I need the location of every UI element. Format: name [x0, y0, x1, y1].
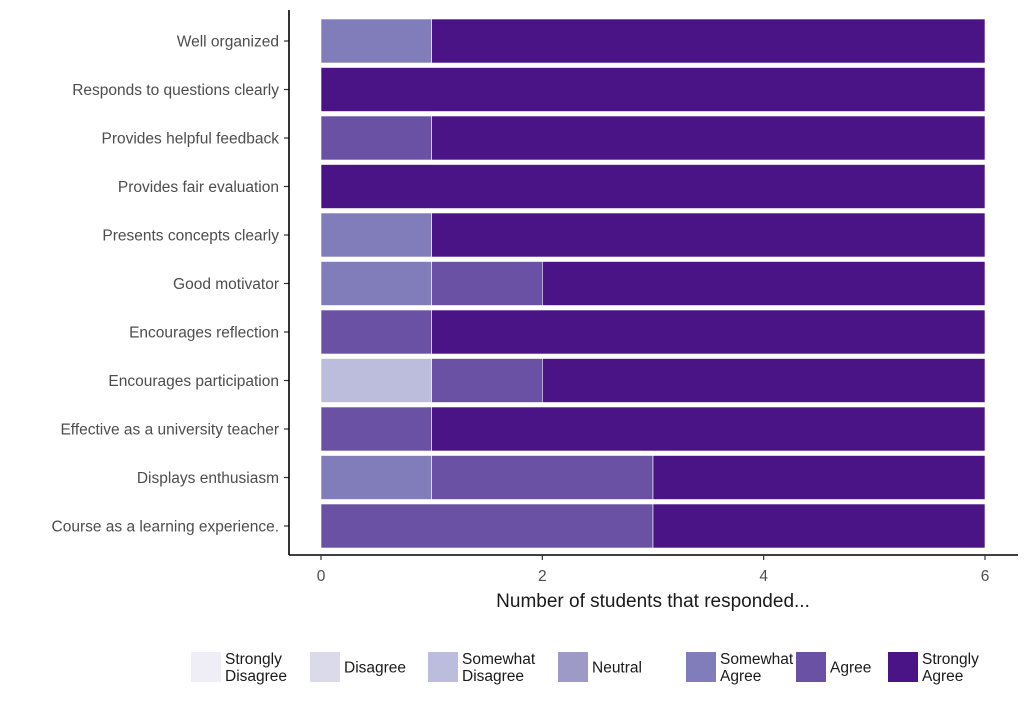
bar-segment-agree: [320, 115, 432, 161]
bar-segment-strongly-agree: [431, 115, 986, 161]
bar-segment-strongly-agree: [320, 67, 986, 112]
y-tick-label: Responds to questions clearly: [72, 82, 279, 99]
bar-segment-strongly-agree: [542, 358, 986, 403]
bar-segment-somewhat-agree: [320, 18, 432, 64]
legend-swatch: [686, 652, 716, 682]
bars-group: [320, 18, 986, 549]
bar-segment-strongly-agree: [431, 212, 986, 258]
legend-label: Somewhat: [462, 651, 536, 668]
y-tick-label: Effective as a university teacher: [60, 422, 279, 439]
legend-swatch: [191, 652, 221, 682]
bar-segment-strongly-agree: [431, 406, 986, 452]
y-tick-label: Encourages participation: [108, 373, 279, 390]
bar-segment-somewhat-disagree: [320, 358, 432, 403]
legend-label: Disagree: [462, 668, 524, 685]
bar-segment-strongly-agree: [652, 503, 986, 549]
legend-label: Strongly: [922, 651, 979, 668]
legend-label: Agree: [922, 668, 963, 685]
x-axis-label: Number of students that responded...: [496, 591, 810, 612]
y-tick-label: Well organized: [177, 34, 279, 51]
legend-label: Neutral: [592, 660, 642, 677]
y-axis: Well organized Responds to questions clea…: [52, 10, 290, 555]
y-tick-label: Good motivator: [173, 276, 279, 293]
legend-label: Somewhat: [720, 651, 794, 668]
bar-segment-agree: [320, 406, 432, 452]
bar-segment-strongly-agree: [431, 18, 986, 64]
legend-item-disagree: Disagree: [310, 652, 406, 682]
y-tick-label: Displays enthusiasm: [137, 470, 279, 487]
y-tick-label: Encourages reflection: [129, 325, 279, 342]
legend-label: Strongly: [225, 651, 282, 668]
legend-label: Disagree: [225, 668, 287, 685]
bar-segment-strongly-agree: [652, 455, 986, 500]
y-tick-label: Course as a learning experience.: [52, 519, 279, 536]
bar-segment-somewhat-agree: [320, 261, 432, 306]
legend-swatch: [558, 652, 588, 682]
legend-label: Disagree: [344, 660, 406, 677]
y-tick-label: Provides helpful feedback: [101, 131, 279, 148]
x-axis: 0 2 4 6: [289, 554, 1018, 585]
legend-label: Agree: [830, 660, 871, 677]
legend-swatch: [428, 652, 458, 682]
legend-item-agree: Agree: [796, 652, 871, 682]
bar-segment-somewhat-agree: [320, 212, 432, 258]
bar-segment-strongly-agree: [320, 164, 986, 209]
bar-segment-agree: [320, 503, 654, 549]
x-tick-label: 0: [317, 568, 326, 585]
x-tick-label: 2: [538, 568, 547, 585]
bar-segment-somewhat-agree: [320, 455, 432, 500]
x-tick-label: 6: [981, 568, 990, 585]
bar-segment-agree: [431, 455, 654, 500]
x-tick-label: 4: [759, 568, 768, 585]
bar-segment-agree: [431, 261, 543, 306]
legend-item-neutral: Neutral: [558, 652, 642, 682]
y-tick-label: Presents concepts clearly: [102, 228, 279, 245]
bar-segment-agree: [431, 358, 543, 403]
bar-segment-agree: [320, 309, 432, 355]
legend-label: Agree: [720, 668, 761, 685]
bar-segment-strongly-agree: [431, 309, 986, 355]
y-tick-label: Provides fair evaluation: [118, 179, 279, 196]
legend-swatch: [310, 652, 340, 682]
legend-swatch: [796, 652, 826, 682]
bar-segment-strongly-agree: [542, 261, 986, 306]
legend-swatch: [888, 652, 918, 682]
